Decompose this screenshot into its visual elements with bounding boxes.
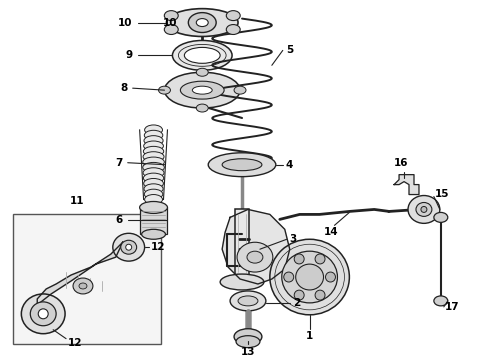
- Text: 17: 17: [445, 302, 460, 312]
- Ellipse shape: [294, 290, 304, 300]
- Ellipse shape: [164, 24, 178, 35]
- Ellipse shape: [140, 202, 168, 213]
- Text: 2: 2: [293, 298, 300, 308]
- Text: 7: 7: [115, 158, 122, 168]
- Ellipse shape: [144, 147, 164, 156]
- Ellipse shape: [237, 242, 273, 272]
- Ellipse shape: [38, 309, 48, 319]
- Text: 9: 9: [125, 50, 133, 60]
- Ellipse shape: [408, 195, 440, 223]
- Text: 11: 11: [70, 197, 84, 206]
- Ellipse shape: [294, 254, 304, 264]
- Ellipse shape: [73, 278, 93, 294]
- Ellipse shape: [434, 212, 448, 222]
- Ellipse shape: [247, 251, 263, 263]
- Ellipse shape: [22, 294, 65, 334]
- Ellipse shape: [164, 11, 178, 21]
- Ellipse shape: [143, 157, 164, 167]
- Ellipse shape: [30, 302, 56, 326]
- Ellipse shape: [282, 251, 338, 303]
- Bar: [140, 207, 168, 234]
- Text: 12: 12: [150, 242, 165, 252]
- Bar: [13, 215, 161, 344]
- Text: 8: 8: [121, 83, 128, 93]
- Text: 15: 15: [435, 189, 449, 198]
- Ellipse shape: [188, 13, 216, 32]
- Ellipse shape: [143, 168, 164, 178]
- Ellipse shape: [284, 272, 294, 282]
- Text: 6: 6: [116, 215, 122, 225]
- Ellipse shape: [159, 86, 171, 94]
- Text: 1: 1: [306, 331, 313, 341]
- Ellipse shape: [145, 125, 163, 135]
- Ellipse shape: [180, 81, 224, 99]
- Ellipse shape: [226, 11, 240, 21]
- Ellipse shape: [144, 130, 163, 140]
- Ellipse shape: [144, 189, 163, 199]
- Ellipse shape: [236, 336, 260, 348]
- Text: 16: 16: [394, 158, 408, 168]
- Ellipse shape: [144, 136, 163, 145]
- Ellipse shape: [121, 240, 137, 254]
- Ellipse shape: [315, 254, 325, 264]
- Ellipse shape: [325, 272, 336, 282]
- Ellipse shape: [167, 9, 238, 36]
- Ellipse shape: [196, 19, 208, 27]
- Ellipse shape: [184, 48, 220, 63]
- Polygon shape: [394, 175, 419, 194]
- Ellipse shape: [196, 104, 208, 112]
- Ellipse shape: [143, 152, 164, 162]
- Text: 5: 5: [286, 45, 293, 55]
- Ellipse shape: [196, 68, 208, 76]
- Ellipse shape: [234, 86, 246, 94]
- Ellipse shape: [144, 173, 164, 183]
- Ellipse shape: [142, 229, 166, 239]
- Text: 13: 13: [241, 347, 255, 357]
- Ellipse shape: [226, 24, 240, 35]
- Ellipse shape: [220, 274, 264, 290]
- Ellipse shape: [113, 233, 145, 261]
- Ellipse shape: [126, 244, 132, 250]
- Ellipse shape: [144, 184, 163, 194]
- Ellipse shape: [434, 296, 448, 306]
- Bar: [235, 210, 249, 277]
- Ellipse shape: [192, 86, 212, 94]
- Ellipse shape: [208, 153, 276, 177]
- Polygon shape: [37, 242, 122, 305]
- Text: 3: 3: [290, 234, 297, 244]
- Ellipse shape: [143, 162, 164, 172]
- Ellipse shape: [172, 40, 232, 70]
- Ellipse shape: [165, 72, 240, 108]
- Ellipse shape: [315, 290, 325, 300]
- Ellipse shape: [295, 264, 323, 290]
- Ellipse shape: [238, 296, 258, 306]
- Ellipse shape: [421, 206, 427, 212]
- Text: 10: 10: [163, 18, 178, 28]
- Ellipse shape: [270, 239, 349, 315]
- Text: 14: 14: [324, 227, 339, 237]
- Ellipse shape: [144, 141, 163, 151]
- Ellipse shape: [79, 283, 87, 289]
- Ellipse shape: [230, 291, 266, 311]
- Ellipse shape: [145, 194, 163, 204]
- Ellipse shape: [222, 159, 262, 171]
- Ellipse shape: [234, 329, 262, 345]
- Polygon shape: [222, 210, 290, 284]
- Ellipse shape: [416, 202, 432, 216]
- Ellipse shape: [144, 179, 163, 188]
- Text: 10: 10: [118, 18, 133, 28]
- Text: 4: 4: [286, 160, 293, 170]
- Text: 12: 12: [68, 338, 82, 348]
